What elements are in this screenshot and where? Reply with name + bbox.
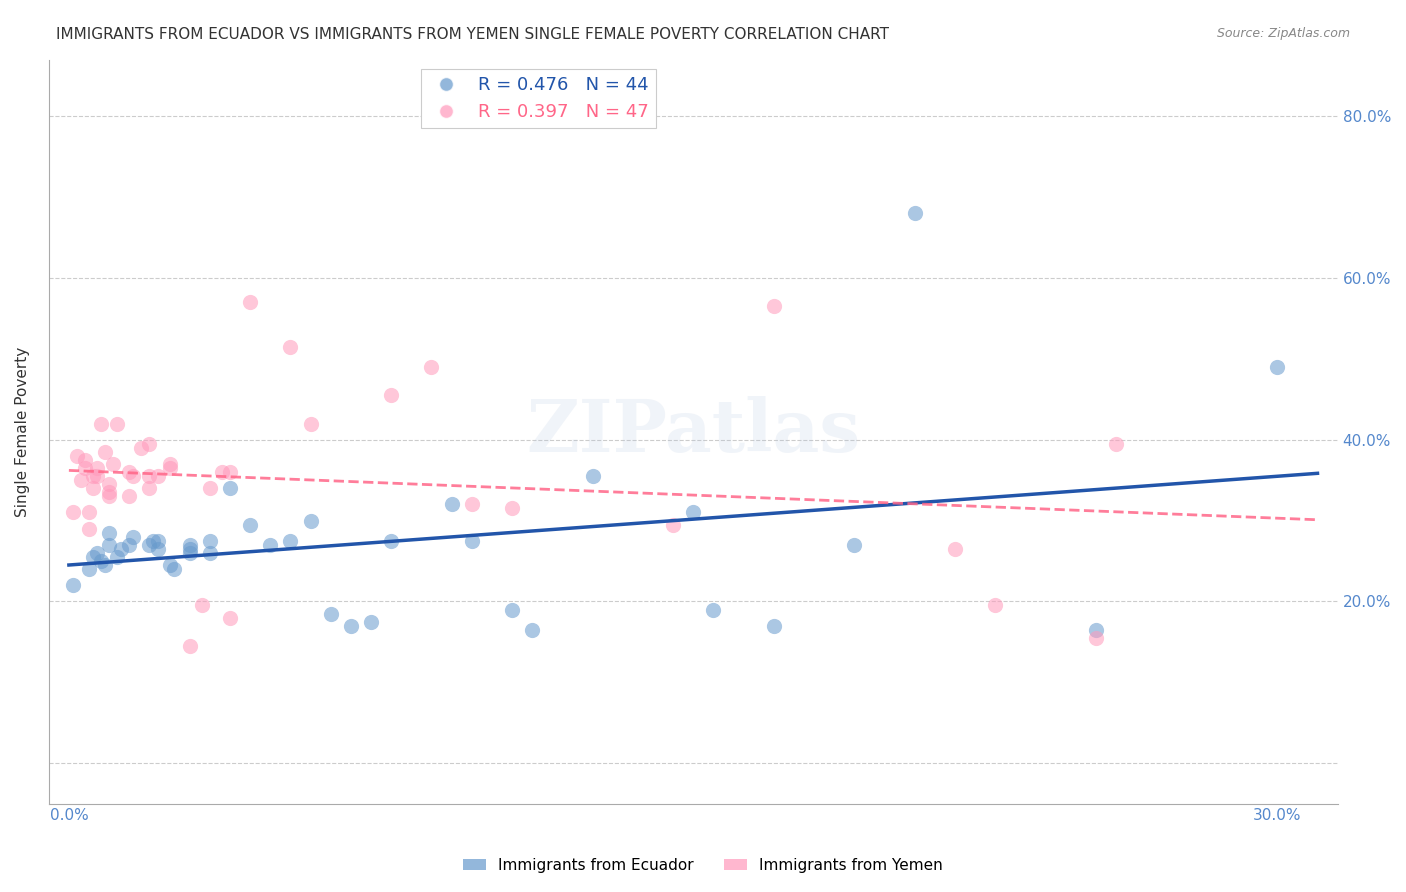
Point <box>118 465 141 479</box>
Point <box>340 618 363 632</box>
Point <box>103 457 125 471</box>
Point <box>299 514 322 528</box>
Point <box>98 477 121 491</box>
Point <box>118 489 141 503</box>
Point <box>943 541 966 556</box>
Text: IMMIGRANTS FROM ECUADOR VS IMMIGRANTS FROM YEMEN SINGLE FEMALE POVERTY CORRELATI: IMMIGRANTS FROM ECUADOR VS IMMIGRANTS FR… <box>56 27 889 42</box>
Point <box>159 558 181 572</box>
Point <box>142 533 165 548</box>
Point <box>211 465 233 479</box>
Point <box>73 461 96 475</box>
Point <box>239 295 262 310</box>
Point <box>138 481 160 495</box>
Point <box>73 453 96 467</box>
Point <box>122 469 145 483</box>
Point <box>380 388 402 402</box>
Point <box>98 489 121 503</box>
Point <box>280 340 302 354</box>
Point <box>219 465 242 479</box>
Point <box>62 506 84 520</box>
Point <box>520 623 543 637</box>
Point <box>118 538 141 552</box>
Text: ZIPatlas: ZIPatlas <box>526 396 860 467</box>
Point <box>138 538 160 552</box>
Point <box>110 541 132 556</box>
Point <box>179 639 201 653</box>
Point <box>380 533 402 548</box>
Point <box>98 525 121 540</box>
Point <box>162 562 184 576</box>
Point <box>122 530 145 544</box>
Point <box>581 469 603 483</box>
Point <box>138 436 160 450</box>
Point <box>66 449 89 463</box>
Point <box>90 417 112 431</box>
Point <box>420 359 443 374</box>
Point <box>702 602 724 616</box>
Point <box>105 549 128 564</box>
Text: Source: ZipAtlas.com: Source: ZipAtlas.com <box>1216 27 1350 40</box>
Legend: Immigrants from Ecuador, Immigrants from Yemen: Immigrants from Ecuador, Immigrants from… <box>457 852 949 879</box>
Point <box>904 206 927 220</box>
Point <box>984 599 1007 613</box>
Point <box>844 538 866 552</box>
Point <box>198 481 221 495</box>
Point <box>501 501 523 516</box>
Point <box>138 469 160 483</box>
Point <box>82 549 104 564</box>
Point <box>239 517 262 532</box>
Point <box>259 538 281 552</box>
Point <box>159 457 181 471</box>
Point <box>146 533 169 548</box>
Point <box>179 541 201 556</box>
Point <box>159 461 181 475</box>
Point <box>762 299 785 313</box>
Point <box>105 417 128 431</box>
Point <box>94 445 117 459</box>
Point <box>90 554 112 568</box>
Point <box>1084 631 1107 645</box>
Point <box>1105 436 1128 450</box>
Point <box>77 506 100 520</box>
Point <box>460 497 482 511</box>
Point <box>62 578 84 592</box>
Point <box>319 607 342 621</box>
Point <box>280 533 302 548</box>
Point <box>131 441 153 455</box>
Point <box>77 522 100 536</box>
Point <box>219 481 242 495</box>
Point <box>146 469 169 483</box>
Point <box>82 469 104 483</box>
Y-axis label: Single Female Poverty: Single Female Poverty <box>15 346 30 516</box>
Point <box>86 461 108 475</box>
Point <box>146 541 169 556</box>
Point <box>501 602 523 616</box>
Point <box>360 615 382 629</box>
Point <box>179 538 201 552</box>
Point <box>98 485 121 500</box>
Point <box>662 517 685 532</box>
Point <box>198 546 221 560</box>
Point <box>762 618 785 632</box>
Point <box>682 506 704 520</box>
Point <box>94 558 117 572</box>
Point <box>198 533 221 548</box>
Point <box>70 473 93 487</box>
Point <box>440 497 463 511</box>
Point <box>86 469 108 483</box>
Point <box>179 546 201 560</box>
Point <box>219 610 242 624</box>
Point <box>77 562 100 576</box>
Point <box>82 481 104 495</box>
Point <box>98 538 121 552</box>
Point <box>460 533 482 548</box>
Point <box>1084 623 1107 637</box>
Point <box>1265 359 1288 374</box>
Point <box>86 546 108 560</box>
Point <box>299 417 322 431</box>
Legend: R = 0.476   N = 44, R = 0.397   N = 47: R = 0.476 N = 44, R = 0.397 N = 47 <box>420 69 657 128</box>
Point <box>191 599 214 613</box>
